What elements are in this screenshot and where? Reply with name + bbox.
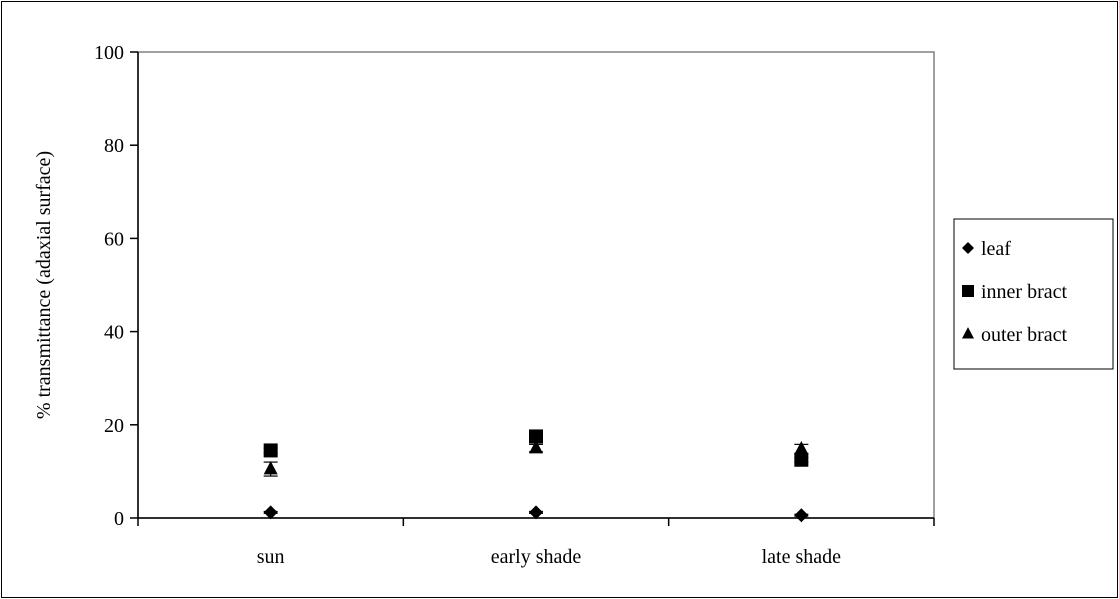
x-category-label: late shade xyxy=(762,546,842,568)
y-tick-label: 40 xyxy=(104,322,124,344)
y-tick-label: 0 xyxy=(114,508,124,530)
y-tick-label: 20 xyxy=(104,415,124,437)
legend-marker xyxy=(962,242,974,254)
series-leaf xyxy=(263,505,809,523)
data-point xyxy=(263,505,278,520)
series-layer xyxy=(263,429,809,523)
data-point xyxy=(794,440,809,455)
y-tick-label: 80 xyxy=(104,135,124,157)
data-point xyxy=(529,440,543,454)
x-category-label: sun xyxy=(257,546,285,568)
y-tick-label: 60 xyxy=(104,228,124,250)
y-tick-label: 100 xyxy=(94,42,124,64)
data-point xyxy=(263,443,278,458)
x-category-label: early shade xyxy=(491,546,582,568)
legend-label: inner bract xyxy=(981,281,1068,303)
data-point xyxy=(529,429,543,444)
y-axis-title: % transmittance (adaxial surface) xyxy=(33,151,55,419)
data-point xyxy=(263,461,278,475)
legend-box xyxy=(953,218,1114,370)
data-point xyxy=(794,452,809,467)
legend-marker xyxy=(962,327,974,339)
legend-label: outer bract xyxy=(981,324,1068,346)
legend-item: leaf xyxy=(962,238,1011,260)
legend-item: outer bract xyxy=(962,324,1068,346)
legend-label: leaf xyxy=(981,238,1011,260)
series-outer-bract xyxy=(263,440,809,477)
legend-marker xyxy=(962,285,974,297)
y-axis: 0 20 40 60 80 100 xyxy=(94,42,139,530)
data-point xyxy=(529,505,543,520)
series-inner-bract xyxy=(263,429,809,467)
legend-item: inner bract xyxy=(962,281,1068,303)
legend: leaf inner bract outer bract xyxy=(953,218,1114,370)
data-point xyxy=(794,508,809,523)
